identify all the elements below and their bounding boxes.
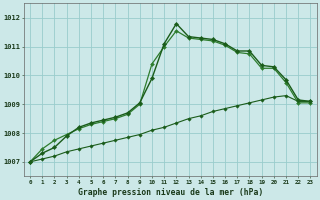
X-axis label: Graphe pression niveau de la mer (hPa): Graphe pression niveau de la mer (hPa) (78, 188, 263, 197)
